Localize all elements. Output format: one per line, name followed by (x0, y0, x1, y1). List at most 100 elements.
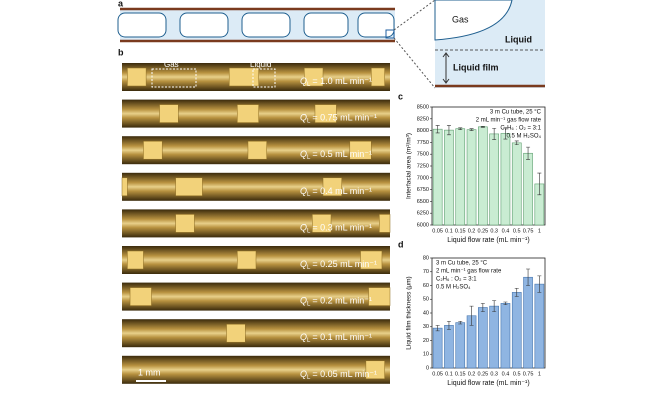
gas-bubble (117, 12, 167, 38)
bar (478, 126, 488, 226)
liquid-label: Liquid (505, 34, 532, 44)
flow-subscript: L (307, 155, 311, 161)
flow-subscript: L (307, 228, 311, 234)
panel-label: c (398, 91, 403, 101)
zoom-box (385, 29, 395, 39)
y-tick-label: 7000 (417, 175, 429, 181)
y-tick-label: 6250 (417, 211, 429, 217)
charts: 6000 6250 6500 6750 7000 7250 7500 7750 8000 8250… (406, 104, 546, 387)
liquid-slug (322, 177, 343, 197)
error-bar (492, 127, 497, 140)
x-tick-label: 0.15 (455, 371, 466, 377)
liquid-slug (314, 104, 337, 123)
x-tick-label: 0.5 (513, 228, 521, 234)
gas-bubble (357, 12, 395, 38)
flow-label: QL = 0.75 mL min⁻¹ (300, 113, 377, 124)
y-tick-label: 7500 (417, 152, 429, 158)
x-tick-label: 1 (538, 371, 541, 377)
gas-bubble (241, 12, 291, 38)
liquid-slug (127, 67, 147, 87)
flow-value: = 1.0 mL min⁻¹ (312, 76, 372, 86)
flow-label: QL = 0.25 mL min⁻¹ (300, 259, 377, 270)
error-bar (537, 172, 542, 196)
error-bar (492, 300, 497, 312)
flow-label: QL = 0.2 mL min⁻¹ (300, 296, 372, 307)
liquid-slug (143, 140, 163, 160)
bar (489, 133, 499, 226)
x-tick-label: 0.1 (445, 371, 453, 377)
flow-symbol: Q (300, 369, 307, 379)
error-bar (469, 305, 474, 326)
error-bar (435, 325, 440, 332)
x-axis-label: Liquid flow rate (mL min⁻¹) (447, 237, 529, 244)
flow-subscript: L (307, 301, 311, 307)
liquid-slug (349, 140, 372, 160)
bar (534, 283, 545, 369)
error-bar (480, 126, 485, 128)
annotation: C₂H₆ : O₂ = 3:1 (436, 277, 477, 283)
x-tick-label: 0.75 (523, 371, 534, 377)
x-tick-label: 0.3 (490, 371, 498, 377)
y-tick-label: 6000 (417, 222, 429, 228)
y-tick-label: 20 (423, 338, 429, 344)
liquid-slug (236, 250, 257, 270)
photo-strip (122, 319, 390, 348)
flow-label: QL = 0.5 mL min⁻¹ (300, 150, 372, 161)
flow-subscript: L (307, 265, 311, 271)
flow-value: = 0.5 mL min⁻¹ (312, 150, 372, 160)
x-axis-label: Liquid flow rate (mL min⁻¹) (447, 380, 529, 387)
error-bar (458, 320, 463, 325)
x-tick-label: 0.4 (502, 228, 510, 234)
annotation: 2 mL min⁻¹ gas flow rate (436, 269, 502, 275)
bar (444, 129, 454, 226)
bar (432, 128, 443, 226)
photo-strips: QL = 1.0 mL min⁻¹QL = 0.75 mL min⁻¹QL = 0.5… (121, 60, 391, 384)
photo-strip (122, 209, 390, 238)
panel-label: d (398, 239, 404, 249)
liquid-slug (175, 177, 203, 197)
x-tick-label: 0.5 (513, 371, 521, 377)
bar (432, 327, 443, 369)
y-tick-label: 40 (423, 310, 429, 316)
flow-subscript: L (307, 338, 311, 344)
annotation: 0.5 M H₂SO₄ (436, 285, 471, 291)
error-bar (446, 320, 451, 330)
liquid-label: Liquid (250, 60, 271, 69)
flow-label: QL = 0.4 mL min⁻¹ (300, 186, 372, 197)
liquid-slug (226, 323, 246, 343)
y-tick-label: 70 (423, 269, 429, 275)
bar (455, 128, 466, 226)
x-tick-label: 0.4 (502, 371, 510, 377)
y-axis-label: Liquid film thickness (μm) (406, 276, 413, 349)
x-tick-label: 0.1 (445, 228, 453, 234)
gas-label: Gas (452, 14, 469, 24)
flow-symbol: Q (300, 259, 307, 269)
y-tick-label: 50 (423, 297, 429, 303)
y-tick-label: 30 (423, 324, 429, 330)
schematic: Gas Liquid Liquid film (117, 0, 545, 89)
liquid-slug (365, 360, 385, 380)
liquid-slug (121, 177, 128, 197)
scale-label: 1 mm (138, 367, 161, 377)
flow-value: = 0.1 mL min⁻¹ (312, 333, 372, 343)
y-tick-label: 0 (426, 365, 429, 371)
flow-value: = 0.75 mL min⁻¹ (312, 113, 377, 123)
error-bar (469, 128, 474, 131)
bar (466, 129, 477, 226)
y-tick-label: 8500 (417, 104, 429, 110)
gas-bubble (179, 12, 229, 38)
y-tick-label: 60 (423, 283, 429, 289)
flow-subscript: L (307, 118, 311, 124)
annotation: 2 mL min⁻¹ gas flow rate (476, 118, 542, 124)
error-bar (514, 287, 519, 297)
liquid-slug (312, 214, 332, 233)
error-bar (480, 303, 485, 312)
error-bar (503, 127, 508, 140)
flow-label: QL = 0.05 mL min⁻¹ (300, 369, 377, 380)
y-tick-label: 7250 (417, 163, 429, 169)
photo-strip (122, 355, 390, 384)
error-bar (514, 140, 519, 146)
flow-subscript: L (307, 374, 311, 380)
bar (523, 276, 533, 369)
flow-symbol: Q (300, 296, 307, 306)
